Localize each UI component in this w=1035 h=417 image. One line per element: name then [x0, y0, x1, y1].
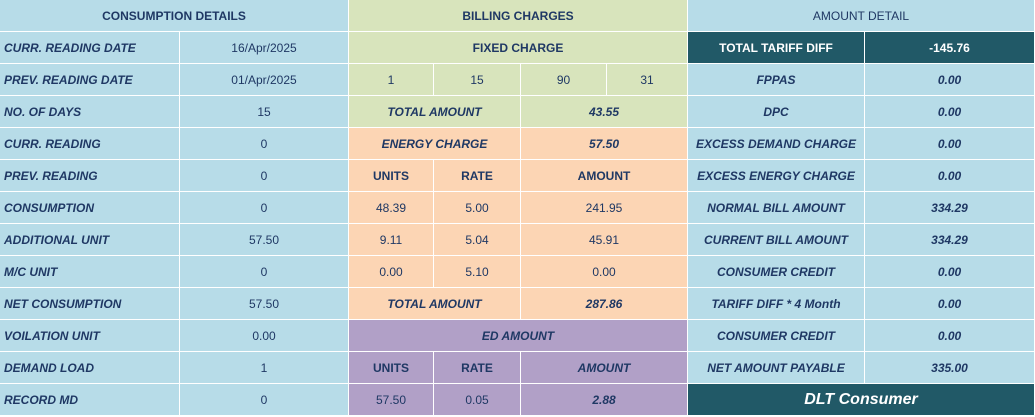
energy-total-label: TOTAL AMOUNT	[349, 288, 521, 320]
consumption-value: 57.50	[180, 224, 349, 256]
amount-value: 0.00	[865, 320, 1035, 352]
consumption-label: ADDITIONAL UNIT	[0, 224, 180, 256]
consumption-value: 0	[180, 160, 349, 192]
amount-label: CONSUMER CREDIT	[688, 320, 865, 352]
energy-total-value: 287.86	[521, 288, 688, 320]
energy-cell: 9.11	[349, 224, 434, 256]
energy-column-header: UNITS	[349, 160, 434, 192]
fixed-charge-value: 90	[521, 64, 607, 96]
ed-cell: 57.50	[349, 384, 434, 416]
consumption-value: 0	[180, 384, 349, 416]
consumption-label: CURR. READING	[0, 128, 180, 160]
amount-value: 334.29	[865, 224, 1035, 256]
consumption-value: 0	[180, 128, 349, 160]
amount-value: 0.00	[865, 256, 1035, 288]
energy-charge-label: ENERGY CHARGE	[349, 128, 521, 160]
consumption-value: 16/Apr/2025	[180, 32, 349, 64]
amount-value: 0.00	[865, 128, 1035, 160]
energy-cell: 5.10	[434, 256, 521, 288]
consumption-label: VOILATION UNIT	[0, 320, 180, 352]
tariff-diff-label: TOTAL TARIFF DIFF	[688, 32, 865, 64]
energy-cell: 45.91	[521, 224, 688, 256]
energy-cell: 5.00	[434, 192, 521, 224]
ed-cell: 0.05	[434, 384, 521, 416]
amount-label: CURRENT BILL AMOUNT	[688, 224, 865, 256]
consumption-label: RECORD MD	[0, 384, 180, 416]
energy-charge-value: 57.50	[521, 128, 688, 160]
ed-column-header: RATE	[434, 352, 521, 384]
fixed-charge-value: 31	[607, 64, 688, 96]
energy-cell: 241.95	[521, 192, 688, 224]
consumption-value: 57.50	[180, 288, 349, 320]
amount-header: AMOUNT DETAIL	[688, 0, 1035, 32]
amount-label: EXCESS ENERGY CHARGE	[688, 160, 865, 192]
amount-label: TARIFF DIFF * 4 Month	[688, 288, 865, 320]
consumption-value: 0	[180, 192, 349, 224]
consumption-value: 1	[180, 352, 349, 384]
consumption-label: PREV. READING	[0, 160, 180, 192]
ed-cell: 2.88	[521, 384, 688, 416]
consumption-label: NET CONSUMPTION	[0, 288, 180, 320]
energy-cell: 5.04	[434, 224, 521, 256]
amount-value: 335.00	[865, 352, 1035, 384]
amount-label: DPC	[688, 96, 865, 128]
energy-cell: 0.00	[349, 256, 434, 288]
ed-column-header: UNITS	[349, 352, 434, 384]
consumer-type-footer: DLT Consumer	[688, 384, 1035, 416]
fixed-charge-value: 15	[434, 64, 521, 96]
consumption-label: CURR. READING DATE	[0, 32, 180, 64]
ed-amount-label: ED AMOUNT	[349, 320, 688, 352]
amount-label: EXCESS DEMAND CHARGE	[688, 128, 865, 160]
consumption-header: CONSUMPTION DETAILS	[0, 0, 349, 32]
consumption-value: 0	[180, 256, 349, 288]
energy-column-header: AMOUNT	[521, 160, 688, 192]
consumption-value: 01/Apr/2025	[180, 64, 349, 96]
fixed-charge-label: FIXED CHARGE	[349, 32, 688, 64]
fixed-total-value: 43.55	[521, 96, 688, 128]
amount-value: 0.00	[865, 160, 1035, 192]
energy-cell: 0.00	[521, 256, 688, 288]
energy-column-header: RATE	[434, 160, 521, 192]
consumption-value: 15	[180, 96, 349, 128]
amount-label: NET AMOUNT PAYABLE	[688, 352, 865, 384]
consumption-label: M/C UNIT	[0, 256, 180, 288]
amount-value: 0.00	[865, 288, 1035, 320]
consumption-label: PREV. READING DATE	[0, 64, 180, 96]
tariff-diff-value: -145.76	[865, 32, 1035, 64]
amount-value: 0.00	[865, 96, 1035, 128]
consumption-label: CONSUMPTION	[0, 192, 180, 224]
billing-header: BILLING CHARGES	[349, 0, 688, 32]
consumption-value: 0.00	[180, 320, 349, 352]
amount-value: 334.29	[865, 192, 1035, 224]
amount-value: 0.00	[865, 64, 1035, 96]
amount-label: FPPAS	[688, 64, 865, 96]
ed-column-header: AMOUNT	[521, 352, 688, 384]
amount-label: NORMAL BILL AMOUNT	[688, 192, 865, 224]
energy-cell: 48.39	[349, 192, 434, 224]
fixed-charge-value: 1	[349, 64, 434, 96]
fixed-total-label: TOTAL AMOUNT	[349, 96, 521, 128]
consumption-label: DEMAND LOAD	[0, 352, 180, 384]
amount-label: CONSUMER CREDIT	[688, 256, 865, 288]
consumption-label: NO. OF DAYS	[0, 96, 180, 128]
